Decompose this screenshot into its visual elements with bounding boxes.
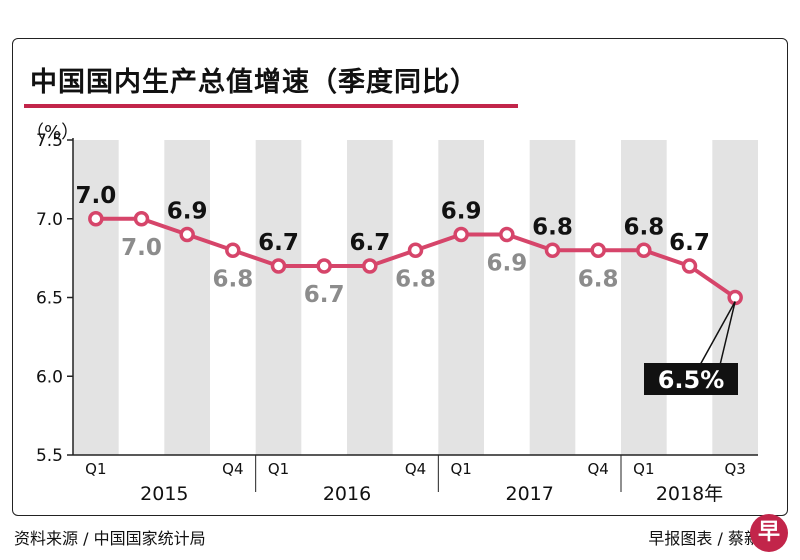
callout-value: 6.5% [658, 366, 725, 394]
data-point [544, 242, 561, 258]
quarter-tick-label: Q1 [450, 460, 471, 478]
year-label: 2017 [505, 483, 553, 505]
source-note: 资料来源 / 中国国家统计局 [14, 529, 206, 548]
quarter-tick-label: Q1 [85, 460, 106, 478]
chart-frame [12, 38, 788, 516]
data-label: 6.8 [532, 214, 573, 240]
y-tick-label: 5.5 [36, 446, 63, 466]
data-point [316, 258, 332, 274]
year-label: 2016 [323, 483, 371, 505]
y-tick-label: 6.5 [36, 289, 63, 309]
data-label: 6.9 [167, 199, 208, 225]
quarter-tick-label: Q3 [724, 460, 745, 478]
quarter-tick-label: Q4 [587, 460, 608, 478]
data-label: 6.8 [212, 266, 253, 292]
quarter-band [255, 140, 302, 455]
data-labels: 7.07.06.96.86.76.76.76.86.96.96.86.86.86… [75, 183, 709, 308]
data-point [590, 242, 606, 258]
data-label: 6.7 [669, 230, 710, 256]
data-point [407, 242, 424, 258]
data-label: 7.0 [75, 183, 116, 209]
quarter-band [164, 140, 210, 455]
quarter-band [438, 140, 484, 455]
data-label: 6.7 [349, 230, 390, 256]
y-axis-unit-label: （%） [26, 122, 80, 143]
quarter-bands [73, 140, 758, 455]
callout-leader [719, 301, 736, 366]
y-axis: 5.5 6.0 6.5 7.0 7.5 [36, 131, 74, 466]
year-label: 2018年 [656, 483, 723, 505]
data-point [133, 211, 150, 227]
y-tick-label: 7.0 [36, 210, 63, 230]
data-label: 6.7 [304, 282, 345, 308]
year-label: 2015 [140, 483, 188, 505]
data-point [270, 258, 287, 274]
chart-title: 中国国内生产总值增速（季度同比） [30, 67, 478, 98]
quarter-band [347, 140, 393, 455]
quarter-tick-label: Q1 [268, 460, 289, 478]
quarter-band [529, 140, 576, 455]
quarter-band [621, 140, 667, 455]
data-label: 6.8 [395, 266, 436, 292]
x-axis: Q1 Q4 Q1 Q4 Q1 Q4 Q1 Q3 2015 2016 2017 2018年 [73, 454, 758, 505]
title-underline [24, 104, 518, 108]
data-point [636, 242, 652, 258]
data-point [681, 258, 698, 274]
y-tick-label: 7.5 [36, 131, 63, 151]
data-point [453, 226, 469, 243]
quarter-tick-label: Q4 [222, 460, 243, 478]
data-label: 6.8 [578, 266, 619, 292]
zaobao-logo: 早 [750, 514, 788, 552]
data-label: 7.0 [121, 235, 162, 261]
latest-value-callout: 6.5% [644, 301, 738, 395]
y-tick-label: 6.0 [36, 367, 63, 387]
data-point [499, 226, 515, 243]
data-label: 6.7 [258, 230, 299, 256]
data-point [362, 258, 378, 274]
data-point [225, 242, 241, 258]
data-point [179, 226, 195, 243]
gdp-series [88, 211, 743, 306]
callout-box [644, 363, 738, 395]
chart-credit: 早报图表 / 蔡新 [648, 529, 760, 548]
data-label: 6.9 [441, 199, 482, 225]
callout-leader [699, 301, 736, 366]
quarter-band [73, 140, 119, 455]
quarter-tick-label: Q1 [633, 460, 654, 478]
data-point [88, 211, 104, 227]
data-label: 6.8 [623, 214, 664, 240]
quarter-tick-label: Q4 [405, 460, 426, 478]
data-label: 6.9 [486, 251, 527, 277]
